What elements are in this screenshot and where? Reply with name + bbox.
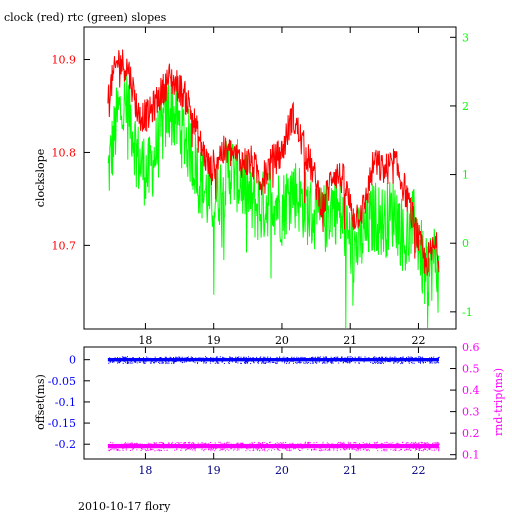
- y-left-tick-label: 10.8: [52, 146, 77, 159]
- rtc-slope-series-line: [107, 72, 440, 329]
- x-tick-label: 22: [411, 334, 425, 347]
- offset-series: [107, 356, 440, 365]
- bottom-panel-frame: [83, 346, 457, 460]
- x-tick-label: 21: [343, 464, 357, 477]
- series-points: [108, 441, 440, 452]
- series-points: [108, 356, 440, 365]
- y-right-tick-label: 0: [462, 237, 469, 250]
- y-left-tick-label: -0.05: [48, 375, 76, 388]
- x-tick-label: 18: [138, 334, 152, 347]
- y-right-tick-label: -1: [462, 306, 473, 319]
- x-tick-label: 21: [343, 334, 357, 347]
- y-left-tick-label: -0.2: [55, 438, 76, 451]
- bottom-y-axis-left-label: offset(ms): [34, 374, 47, 430]
- bottom-y-axis-right-label: rnd-trip(ms): [492, 368, 505, 436]
- top-x-axis: 18 19 20 21 22: [138, 27, 425, 347]
- x-tick-label: 20: [275, 464, 289, 477]
- top-y-axis-left: 10.7 10.8 10.9: [52, 54, 90, 252]
- bottom-plot-area: [107, 356, 440, 452]
- bottom-panel: 18 19 20 21 22 0 -0.05 -0.1 -0.15 -0.2 0.1 0.2 0.3…: [34, 341, 505, 477]
- y-right-tick-label: 0.5: [462, 363, 480, 376]
- series-band: [107, 443, 439, 449]
- y-left-tick-label: -0.1: [55, 396, 76, 409]
- y-right-tick-label: 1: [462, 169, 469, 182]
- top-panel: 18 19 20 21 22 10.7 10.8 10.9 -1 0 1 2 3 clockslop…: [34, 26, 473, 347]
- y-left-tick-label: 10.9: [52, 54, 77, 67]
- series-band: [107, 357, 439, 362]
- bottom-x-axis: 18 19 20 21 22: [138, 347, 425, 477]
- y-right-tick-label: 0.2: [462, 427, 480, 440]
- top-y-axis-label: clockslope: [34, 149, 47, 207]
- bottom-y-axis-right: 0.1 0.2 0.3 0.4 0.5 0.6: [450, 341, 480, 462]
- bottom-y-axis-left: 0 -0.05 -0.1 -0.15 -0.2: [48, 354, 90, 451]
- x-tick-label: 22: [411, 464, 425, 477]
- rnd-trip-series: [107, 441, 440, 452]
- y-left-tick-label: 10.7: [52, 239, 77, 252]
- x-tick-label: 20: [275, 334, 289, 347]
- chart-title: clock (red) rtc (green) slopes: [4, 11, 167, 24]
- x-tick-label: 18: [138, 464, 152, 477]
- top-y-axis-right: -1 0 1 2 3: [450, 31, 473, 319]
- y-right-tick-label: 2: [462, 100, 469, 113]
- y-right-tick-label: 0.6: [462, 341, 480, 354]
- x-tick-label: 19: [207, 334, 221, 347]
- y-right-tick-label: 0.1: [462, 449, 480, 462]
- y-right-tick-label: 0.4: [462, 384, 480, 397]
- top-plot-area: [107, 49, 440, 329]
- y-left-tick-label: -0.15: [48, 417, 76, 430]
- x-tick-label: 19: [207, 464, 221, 477]
- top-panel-frame: [83, 26, 457, 330]
- y-right-tick-label: 0.3: [462, 406, 480, 419]
- y-left-tick-label: 0: [69, 354, 76, 367]
- y-right-tick-label: 3: [462, 31, 469, 44]
- clock-slope-series-line: [107, 49, 440, 276]
- footer-note: 2010-10-17 flory: [78, 500, 171, 512]
